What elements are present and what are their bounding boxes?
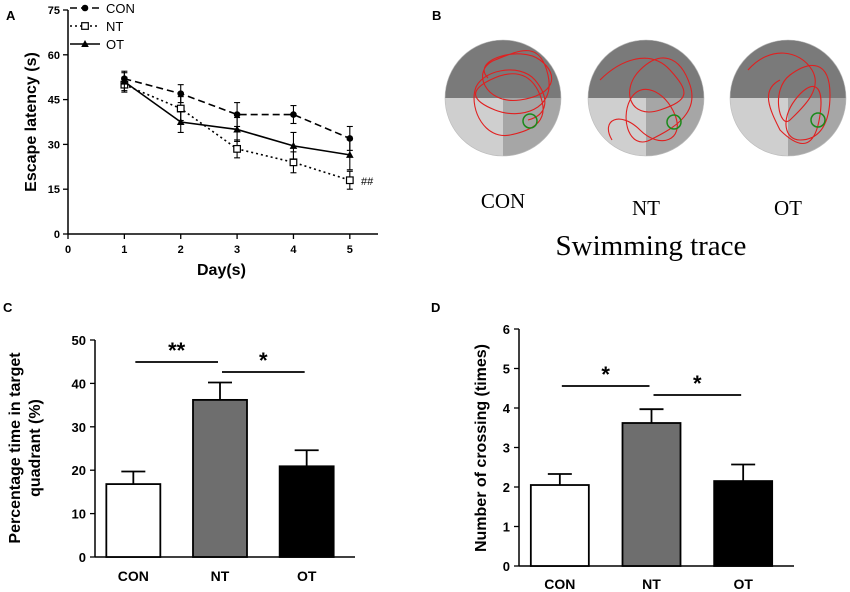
data-point-con: [177, 90, 185, 97]
panel-d-ytick-label: 3: [503, 441, 510, 456]
panel-a-xtick-label: 2: [178, 244, 184, 256]
data-point-ot: [176, 118, 185, 125]
panel-c-bar-ot: [278, 465, 335, 558]
panel-d-ytick-label: 1: [503, 520, 510, 535]
pool-nt: [588, 40, 704, 156]
panel-c-category-label: CON: [118, 568, 149, 584]
panel-a-x-label: Day(s): [197, 262, 246, 279]
data-point-con: [290, 111, 297, 118]
panel-c-ytick-label: 20: [72, 463, 86, 478]
panel-d-bar-con: [529, 484, 590, 567]
panel-d-bar-nt: [621, 422, 682, 567]
swim-path-con: [473, 50, 553, 136]
legend-label-ot: OT: [106, 37, 124, 52]
data-point-con: [233, 111, 241, 118]
platform-marker: [522, 113, 538, 129]
panel-c-y-label-line1: Percentage time in target: [7, 352, 24, 544]
panel-c-significance-mark: *: [259, 348, 268, 373]
panel-c-bar-nt: [192, 398, 248, 558]
panel-a-xtick-label: 5: [347, 244, 353, 256]
panel-a-xtick-label: 3: [234, 244, 240, 256]
panel-c-ytick-label: 10: [72, 507, 86, 522]
pool-outline: [587, 39, 705, 157]
panel-a-ytick-label: 0: [54, 229, 60, 241]
panel-a-xtick-label: 4: [290, 244, 297, 256]
panel-c-category-label: OT: [297, 568, 317, 584]
panel-d-category-label: NT: [642, 576, 661, 592]
panel-c-ytick-label: 50: [72, 333, 86, 348]
panel-a-ytick-label: 60: [48, 50, 60, 62]
platform-marker: [810, 112, 826, 128]
swimming-trace-title: Swimming trace: [556, 230, 747, 262]
pool-con: [445, 40, 561, 156]
panel-d-ytick-label: 0: [503, 559, 510, 574]
pool-outline: [444, 39, 562, 157]
data-point-ot: [289, 141, 298, 149]
panel-c-bar-con: [105, 483, 162, 558]
pool-quadrant-dark-top: [445, 40, 561, 98]
panel-a-y-label: Escape latency (s): [23, 52, 40, 192]
trace-label-nt: NT: [632, 196, 660, 220]
series-line-con: [124, 77, 351, 140]
panel-c-y-label-line2: quadrant (%): [27, 399, 44, 497]
swim-path-ot: [747, 52, 831, 145]
panel-d-ytick-label: 6: [503, 322, 510, 337]
panel-c-ytick-label: 40: [72, 376, 86, 391]
panel-a-xtick-label: 0: [65, 244, 71, 256]
legend-label-con: CON: [106, 1, 135, 16]
swim-path-nt: [599, 57, 693, 143]
data-point-nt: [345, 176, 354, 185]
pool-quadrant-mid: [646, 98, 704, 156]
panel-d-category-label: OT: [733, 576, 753, 592]
panel-a-xtick-label: 1: [121, 244, 127, 256]
panel-d-y-label: Number of crossing (times): [473, 344, 490, 552]
pool-quadrant-dark-top: [730, 40, 846, 98]
panel-d-bar-chart: D 0 1 2 3 4 5 6 CON NT OT * * Number of crossing (t…: [431, 300, 794, 592]
panel-a-significance-annotation: ##: [361, 176, 374, 188]
pool-ot: [730, 40, 846, 156]
pool-outline: [729, 39, 847, 157]
data-point-ot: [120, 77, 129, 85]
panel-d-ytick-label: 5: [503, 362, 510, 377]
data-point-nt: [233, 144, 241, 153]
panel-a-ytick-label: 45: [48, 95, 60, 107]
panel-d-ytick-label: 2: [503, 480, 510, 495]
legend-marker-ot: [81, 40, 89, 47]
panel-a-ytick-label: 75: [48, 5, 60, 17]
series-ot: [120, 72, 354, 171]
panel-c-ytick-label: 0: [79, 550, 86, 565]
panel-d-ytick-label: 4: [503, 401, 511, 416]
panel-c-ytick-label: 30: [72, 420, 86, 435]
data-point-ot: [233, 125, 241, 133]
platform-marker: [666, 114, 682, 130]
panel-a-ytick-label: 15: [48, 184, 60, 196]
panel-c-significance-mark: **: [168, 338, 186, 363]
panel-d-label: D: [431, 300, 440, 315]
panel-a-legend: CON NT OT: [70, 1, 135, 52]
trace-label-con: CON: [481, 189, 525, 213]
legend-label-nt: NT: [106, 19, 123, 34]
panel-a-ytick-label: 30: [48, 139, 60, 151]
panel-c-category-label: NT: [211, 568, 230, 584]
panel-d-bar-ot: [713, 480, 774, 567]
data-point-ot: [346, 150, 354, 158]
panel-c-label: C: [3, 300, 13, 315]
panel-a-label: A: [6, 8, 16, 23]
trace-label-ot: OT: [774, 196, 802, 220]
panel-b-swim-traces: B CON NT OT Swimming trace: [432, 8, 847, 262]
panel-d-significance-mark: *: [693, 371, 702, 396]
panel-d-category-label: CON: [544, 576, 575, 592]
legend-marker-con: [81, 4, 89, 12]
legend-marker-nt: [81, 22, 89, 30]
data-point-nt: [289, 158, 298, 167]
panel-b-label: B: [432, 8, 441, 23]
panel-d-significance-mark: *: [601, 362, 610, 387]
data-point-nt: [176, 104, 185, 113]
